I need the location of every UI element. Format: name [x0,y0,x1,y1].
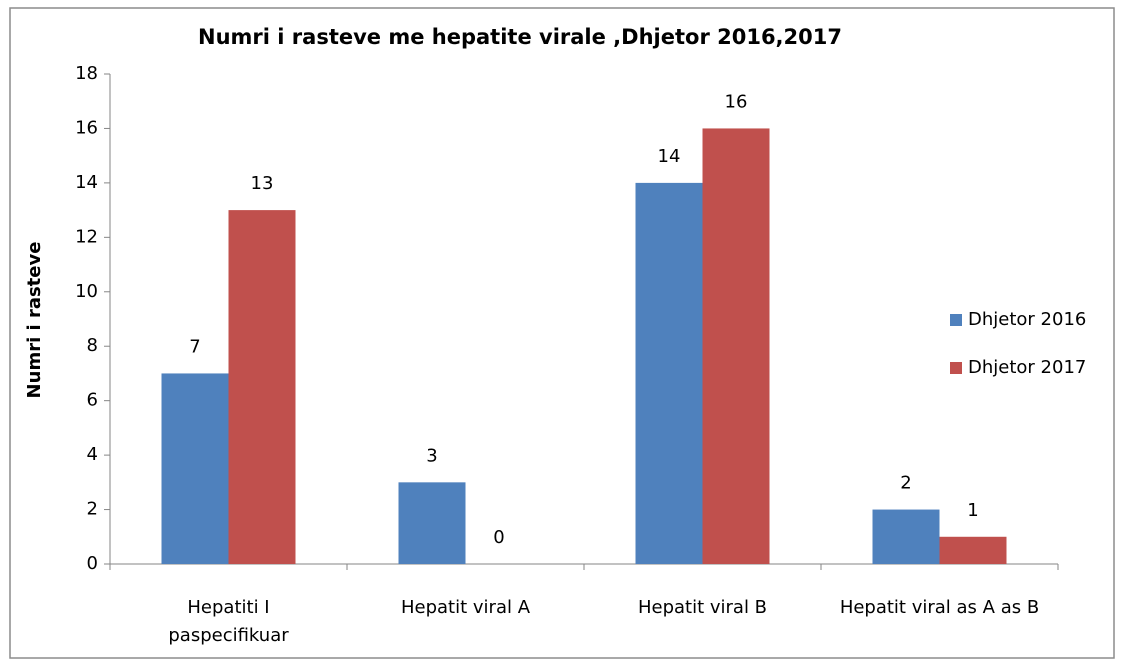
y-tick-label: 2 [87,499,98,520]
legend-swatch [950,314,962,326]
data-label: 7 [189,336,200,357]
data-label: 2 [900,473,911,494]
bar [161,373,229,564]
chart-title: Numri i rasteve me hepatite virale ,Dhje… [198,25,842,49]
data-label: 3 [426,445,437,466]
y-axis-label: Numri i rasteve [24,242,45,399]
x-tick-label: Hepatit viral as A as B [839,597,1040,618]
y-tick-label: 12 [75,226,98,247]
x-tick-label: Hepatit viral A [400,597,531,618]
legend-swatch [950,362,962,374]
bar [635,182,703,564]
y-tick-label: 0 [87,553,98,574]
y-tick-label: 18 [75,63,98,84]
bar [702,128,770,564]
data-label: 16 [725,91,748,112]
bar [398,482,466,564]
data-label: 0 [493,527,504,548]
legend-label: Dhjetor 2016 [968,309,1086,330]
y-tick-label: 4 [87,444,98,465]
data-label: 14 [658,146,681,167]
y-tick-label: 14 [75,172,98,193]
legend-label: Dhjetor 2017 [968,357,1086,378]
bar [872,509,940,564]
y-tick-label: 10 [75,281,98,302]
y-tick-label: 16 [75,117,98,138]
y-tick-label: 6 [87,390,98,411]
x-tick-label: Hepatit viral B [637,597,768,618]
data-label: 1 [967,500,978,521]
y-tick-label: 8 [87,335,98,356]
x-tick-label: Hepatiti I paspecifikuar [168,597,289,646]
bar [228,210,296,564]
bar [939,536,1007,564]
data-label: 13 [251,173,274,194]
